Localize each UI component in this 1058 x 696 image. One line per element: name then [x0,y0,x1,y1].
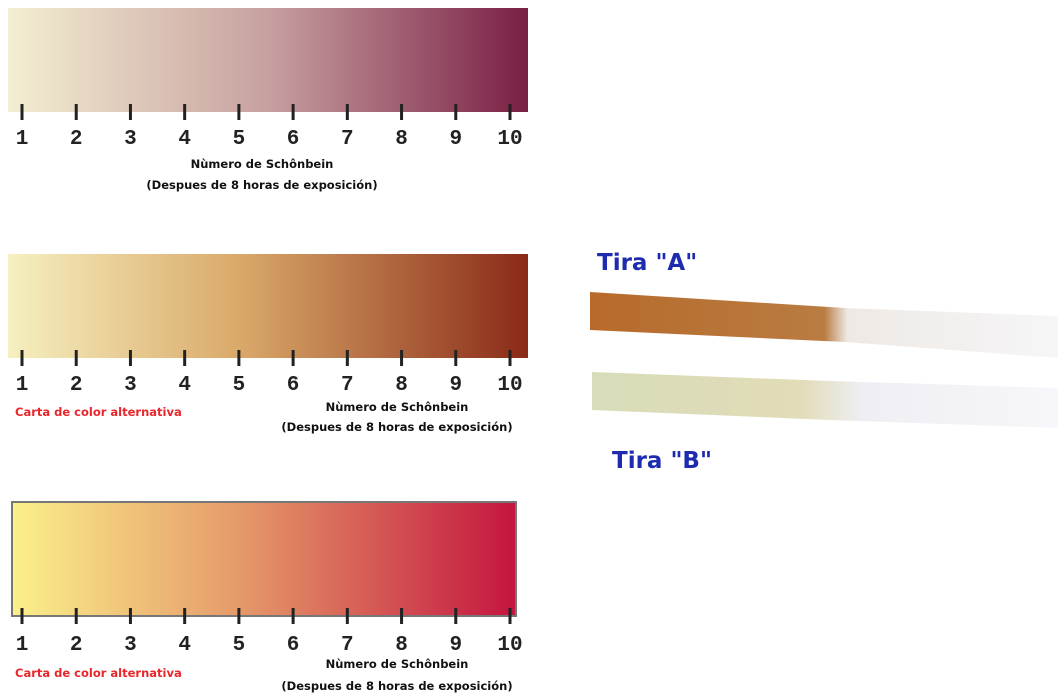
tick-label: 6 [287,634,300,657]
tick-label: 5 [233,374,246,397]
scale-title: Nùmero de Schônbein [326,400,469,414]
color-bar [8,8,528,112]
tick-label: 7 [341,374,354,397]
page: Nùmero de Schônbein (Despues de 8 horas … [0,0,1058,696]
tick-label: 10 [497,634,522,657]
scale-subtitle: (Despues de 8 horas de exposición) [281,679,512,693]
tick-label: 1 [16,634,29,657]
tick-label: 7 [341,634,354,657]
scale-subtitle: (Despues de 8 horas de exposición) [146,178,377,192]
tick-label: 3 [124,634,137,657]
strip-label: Tira "A" [597,250,697,276]
tick-label: 4 [178,128,191,151]
color-bar [12,502,516,616]
tick-label: 9 [449,634,462,657]
tick-label: 1 [16,374,29,397]
tick-label: 3 [124,128,137,151]
tick-label: 9 [449,128,462,151]
color-bar [8,254,528,358]
tick-label: 5 [233,634,246,657]
tick-label: 8 [395,128,408,151]
scale-subtitle: (Despues de 8 horas de exposición) [281,420,512,434]
tick-label: 2 [70,374,83,397]
tick-label: 8 [395,634,408,657]
tick-label: 4 [178,374,191,397]
tick-label: 3 [124,374,137,397]
tick-label: 10 [497,128,522,151]
tick-label: 8 [395,374,408,397]
tick-label: 2 [70,634,83,657]
scale-title: Nùmero de Schônbein [326,657,469,671]
strip-label: Tira "B" [612,448,712,474]
test-strip [592,372,1058,428]
tick-label: 10 [497,374,522,397]
tick-label: 6 [287,128,300,151]
tick-label: 4 [178,634,191,657]
scale-title: Nùmero de Schônbein [191,157,334,171]
scale-note: Carta de color alternativa [15,405,182,419]
tick-label: 2 [70,128,83,151]
tick-label: 9 [449,374,462,397]
test-strip [590,292,1058,358]
scale-note: Carta de color alternativa [15,666,182,680]
tick-label: 7 [341,128,354,151]
tick-label: 6 [287,374,300,397]
tick-label: 5 [233,128,246,151]
tick-label: 1 [16,128,29,151]
